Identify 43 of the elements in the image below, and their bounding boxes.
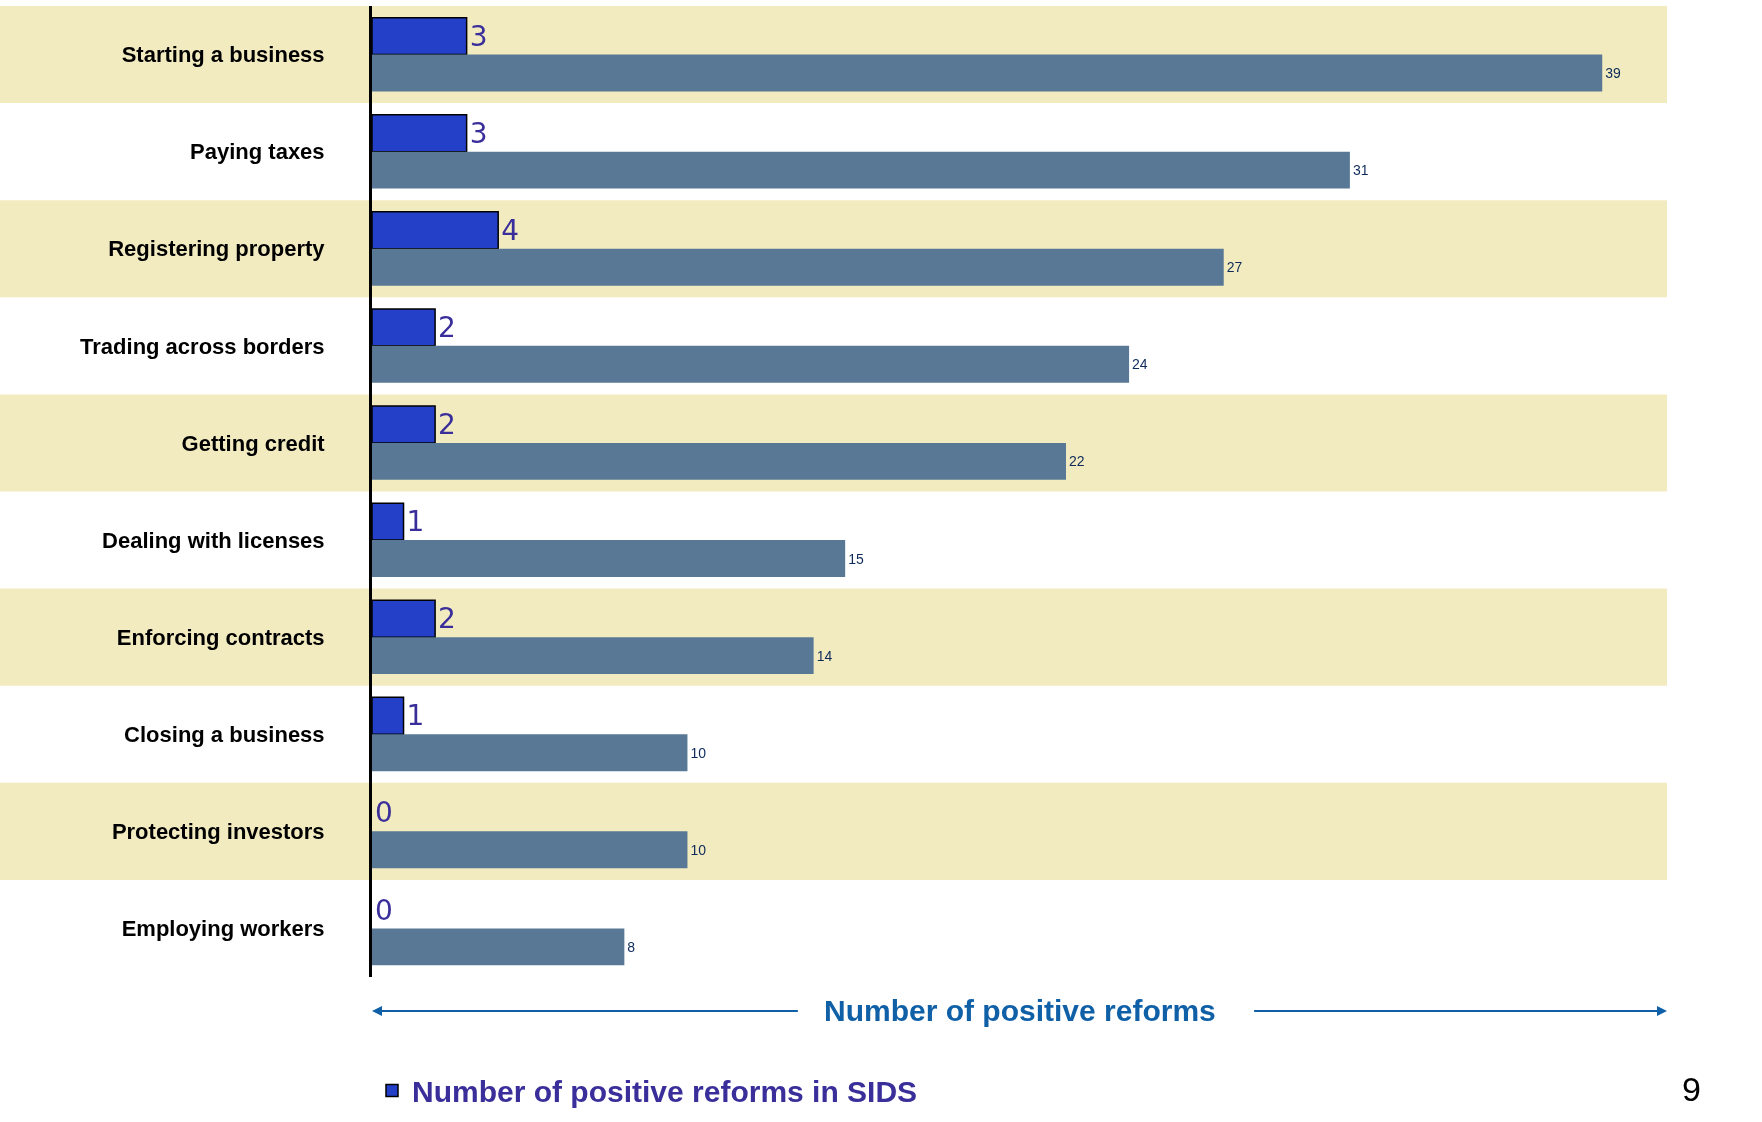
- y-tick-label: Paying taxes: [190, 139, 325, 165]
- bar: [372, 928, 625, 966]
- bar: [372, 637, 814, 675]
- data-label: 3: [469, 19, 488, 53]
- data-label: 8: [627, 938, 636, 955]
- y-tick-label: Employing workers: [121, 916, 325, 942]
- bar: [372, 734, 688, 772]
- y-tick-label: Dealing with licenses: [102, 527, 325, 553]
- data-label: 1: [406, 699, 425, 733]
- data-label: 0: [375, 893, 393, 927]
- y-tick-label: Protecting investors: [111, 819, 325, 845]
- data-label: 2: [438, 310, 456, 344]
- data-label: 2: [438, 602, 456, 636]
- legend-label: Number of positive reforms in SIDS: [412, 1075, 918, 1109]
- y-tick-label: Starting a business: [121, 42, 325, 68]
- data-label: 1: [406, 505, 425, 539]
- data-label: 31: [1352, 162, 1369, 179]
- data-label: 2: [438, 408, 456, 441]
- bar: [372, 345, 1130, 383]
- y-tick-label: Trading across borders: [80, 333, 325, 359]
- y-tick-label: Getting credit: [181, 430, 326, 456]
- data-label: 10: [690, 841, 707, 858]
- data-label: 24: [1132, 356, 1148, 373]
- bar: [372, 540, 846, 577]
- data-label: 4: [501, 213, 520, 247]
- data-label: 22: [1068, 453, 1085, 470]
- data-label: 27: [1226, 259, 1243, 276]
- x-axis-title: Number of positive reforms: [824, 994, 1216, 1027]
- bar: [372, 248, 1224, 286]
- data-label: 3: [469, 116, 488, 150]
- data-label: 0: [375, 796, 393, 830]
- data-label: 10: [690, 744, 707, 761]
- bar: [372, 442, 1066, 480]
- bar: [372, 54, 1603, 92]
- y-tick-label: Enforcing contracts: [116, 624, 325, 650]
- y-tick-label: Closing a business: [124, 721, 325, 747]
- bar: [372, 831, 688, 869]
- y-tick-label: Registering property: [108, 236, 326, 262]
- data-label: 39: [1605, 65, 1622, 81]
- text: 9: [1682, 1070, 1701, 1108]
- data-label: 14: [816, 647, 833, 664]
- data-label: 15: [848, 550, 864, 567]
- bar: [372, 151, 1350, 189]
